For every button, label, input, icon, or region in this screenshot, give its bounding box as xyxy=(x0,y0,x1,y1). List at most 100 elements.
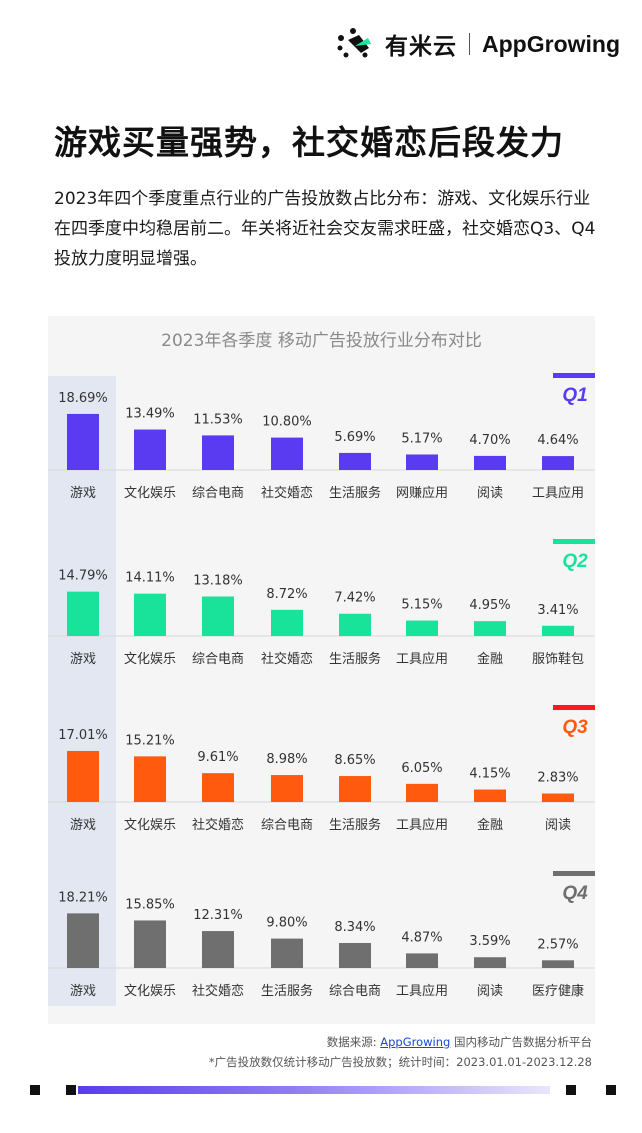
value-label-Q4-6: 3.59% xyxy=(469,934,510,949)
footer-dot xyxy=(66,1085,76,1095)
value-label-Q3-5: 6.05% xyxy=(401,761,442,776)
value-label-Q2-7: 3.41% xyxy=(537,603,578,618)
value-label-Q4-1: 15.85% xyxy=(125,897,175,912)
data-source: 数据来源: AppGrowing 国内移动广告数据分析平台 xyxy=(327,1034,592,1050)
value-label-Q3-1: 15.21% xyxy=(125,733,175,748)
value-label-Q3-6: 4.15% xyxy=(469,767,510,782)
value-label-Q2-6: 4.95% xyxy=(469,598,510,613)
value-label-Q4-4: 8.34% xyxy=(334,920,375,935)
category-label-Q2-4: 生活服务 xyxy=(329,651,381,667)
value-label-Q4-5: 4.87% xyxy=(401,930,442,945)
bar-Q1-4 xyxy=(339,452,371,470)
category-label-Q4-5: 工具应用 xyxy=(396,983,448,999)
footnote: *广告投放数仅统计移动广告投放数；统计时间：2023.01.01-2023.12… xyxy=(208,1055,592,1069)
bar-Q2-7 xyxy=(542,625,574,636)
bar-Q3-7 xyxy=(542,793,574,802)
bar-Q1-5 xyxy=(406,454,438,470)
bar-Q1-6 xyxy=(474,455,506,470)
category-label-Q1-0: 游戏 xyxy=(70,486,96,501)
quarter-stripe-Q4 xyxy=(553,871,595,876)
brand-cn-name: 有米云 xyxy=(385,34,458,60)
value-label-Q1-3: 10.80% xyxy=(262,415,312,430)
category-label-Q2-6: 金融 xyxy=(477,651,503,667)
bar-Q3-6 xyxy=(474,789,506,802)
bar-Q4-1 xyxy=(134,920,166,968)
quarter-stripe-Q2 xyxy=(553,539,595,544)
category-label-Q1-1: 文化娱乐 xyxy=(124,486,176,501)
brand-header: 有米云 AppGrowing xyxy=(335,26,620,62)
value-label-Q2-2: 13.18% xyxy=(193,573,243,588)
game-column-highlight xyxy=(48,376,116,1006)
category-label-Q1-3: 社交婚恋 xyxy=(261,485,313,501)
chart-title: 2023年各季度 移动广告投放行业分布对比 xyxy=(161,331,482,351)
category-label-Q1-2: 综合电商 xyxy=(192,486,244,501)
bar-Q4-0 xyxy=(67,913,99,968)
page-title: 游戏买量强势，社交婚恋后段发力 xyxy=(54,123,564,162)
bar-Q3-1 xyxy=(134,756,166,802)
value-label-Q1-7: 4.64% xyxy=(537,433,578,448)
bar-Q2-1 xyxy=(134,593,166,636)
category-label-Q3-6: 金融 xyxy=(477,817,503,833)
quarter-label-Q2: Q2 xyxy=(562,551,588,572)
value-label-Q3-2: 9.61% xyxy=(197,750,238,765)
value-label-Q3-3: 8.98% xyxy=(266,752,307,767)
bar-Q1-3 xyxy=(271,437,303,470)
category-label-Q4-2: 社交婚恋 xyxy=(192,983,244,999)
category-label-Q3-5: 工具应用 xyxy=(396,817,448,833)
bar-Q2-4 xyxy=(339,613,371,636)
value-label-Q1-6: 4.70% xyxy=(469,433,510,448)
bar-Q2-5 xyxy=(406,620,438,636)
brand-divider xyxy=(469,33,471,55)
bar-Q4-2 xyxy=(202,931,234,968)
value-label-Q2-1: 14.11% xyxy=(125,571,175,586)
bar-Q2-3 xyxy=(271,609,303,636)
category-label-Q4-7: 医疗健康 xyxy=(532,983,584,999)
value-label-Q4-3: 9.80% xyxy=(266,916,307,931)
value-label-Q1-5: 5.17% xyxy=(401,431,442,446)
category-label-Q2-5: 工具应用 xyxy=(396,651,448,667)
value-label-Q3-0: 17.01% xyxy=(58,728,108,743)
category-label-Q1-7: 工具应用 xyxy=(532,485,584,501)
category-label-Q4-3: 生活服务 xyxy=(261,983,313,999)
value-label-Q1-1: 13.49% xyxy=(125,407,175,422)
footer-dot xyxy=(606,1085,616,1095)
bar-Q2-0 xyxy=(67,591,99,636)
category-label-Q4-6: 阅读 xyxy=(477,984,503,999)
value-label-Q3-4: 8.65% xyxy=(334,753,375,768)
intro-paragraph: 2023年四个季度重点行业的广告投放数占比分布：游戏、文化娱乐行业在四季度中均稳… xyxy=(54,189,596,269)
quarter-stripe-Q3 xyxy=(553,705,595,710)
value-label-Q4-2: 12.31% xyxy=(193,908,243,923)
bar-Q3-0 xyxy=(67,750,99,802)
category-label-Q2-1: 文化娱乐 xyxy=(124,652,176,667)
category-label-Q3-2: 社交婚恋 xyxy=(192,817,244,833)
category-label-Q1-4: 生活服务 xyxy=(329,485,381,501)
category-label-Q2-2: 综合电商 xyxy=(192,652,244,667)
category-label-Q1-6: 阅读 xyxy=(477,486,503,501)
bar-Q1-1 xyxy=(134,429,166,470)
bar-Q4-5 xyxy=(406,953,438,968)
value-label-Q2-5: 5.15% xyxy=(401,598,442,613)
bar-Q4-3 xyxy=(271,938,303,968)
bar-Q3-2 xyxy=(202,773,234,802)
value-label-Q4-0: 18.21% xyxy=(58,890,108,905)
value-label-Q1-2: 11.53% xyxy=(193,412,243,427)
category-label-Q3-3: 综合电商 xyxy=(261,818,313,833)
value-label-Q4-7: 2.57% xyxy=(537,937,578,952)
quarter-label-Q3: Q3 xyxy=(562,717,588,738)
category-label-Q1-5: 网赚应用 xyxy=(396,485,448,501)
bar-Q3-4 xyxy=(339,776,371,802)
value-label-Q2-4: 7.42% xyxy=(334,591,375,606)
footer-dot xyxy=(566,1085,576,1095)
source-link[interactable]: AppGrowing xyxy=(380,1035,451,1049)
quarter-label-Q4: Q4 xyxy=(562,883,588,904)
category-label-Q2-3: 社交婚恋 xyxy=(261,651,313,667)
bar-Q4-7 xyxy=(542,960,574,968)
bar-Q1-2 xyxy=(202,435,234,470)
category-label-Q3-0: 游戏 xyxy=(70,818,96,833)
decor-gradient-fill xyxy=(78,1086,550,1094)
value-label-Q3-7: 2.83% xyxy=(537,771,578,786)
bar-Q1-0 xyxy=(67,413,99,470)
decor-gradient-bar xyxy=(78,1086,550,1094)
category-label-Q2-7: 服饰鞋包 xyxy=(532,651,584,667)
